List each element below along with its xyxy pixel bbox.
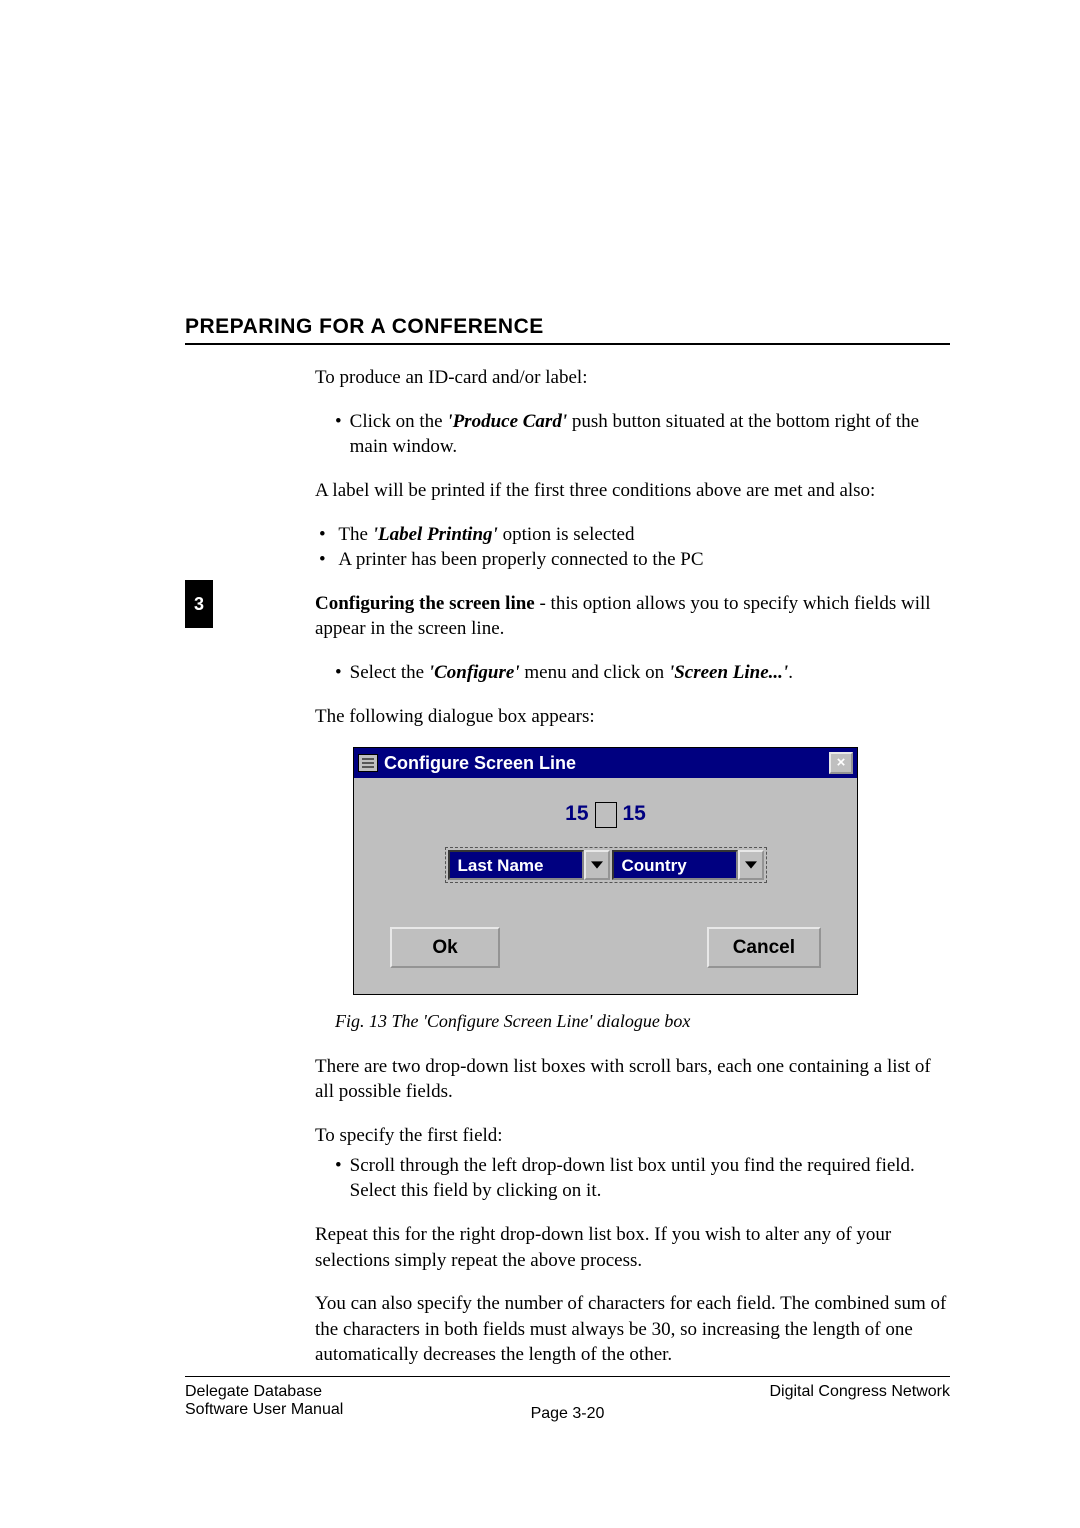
paragraph: The following dialogue box appears: [315,704,950,730]
body-column: To produce an ID-card and/or label: • Cl… [315,365,950,1368]
system-menu-icon[interactable] [358,754,378,772]
footer-right: Digital Congress Network [769,1383,950,1419]
chevron-down-icon[interactable] [738,850,764,880]
field2-value: Country [612,850,738,880]
chapter-tab: 3 [185,580,213,628]
list-item: • The 'Label Printing' option is selecte… [315,522,950,548]
dialog-titlebar: Configure Screen Line × [354,748,857,778]
figure: Configure Screen Line × 15 15 Last Name [353,747,863,995]
bullet-marker: • [335,1153,342,1204]
ok-button[interactable]: Ok [390,927,500,969]
combo-row: Last Name Country [445,847,767,883]
dialog-window: Configure Screen Line × 15 15 Last Name [353,747,858,995]
field1-dropdown[interactable]: Last Name [448,850,610,880]
bullet-marker: • [319,522,326,548]
paragraph: You can also specify the number of chara… [315,1291,950,1368]
page-footer: Delegate Database Software User Manual P… [185,1376,950,1419]
bullet-text: Select the 'Configure' menu and click on… [350,660,793,686]
paragraph: A label will be printed if the first thr… [315,478,950,504]
char-count-left: 15 [565,800,588,828]
bullet-item: • Select the 'Configure' menu and click … [315,660,950,686]
footer-left: Delegate Database Software User Manual [185,1383,343,1419]
dialog-button-row: Ok Cancel [384,927,827,969]
bullet-text: Scroll through the left drop-down list b… [350,1153,950,1204]
bullet-marker: • [319,547,326,573]
paragraph: Repeat this for the right drop-down list… [315,1222,950,1273]
bullet-marker: • [335,409,342,460]
dialog-title: Configure Screen Line [384,751,823,775]
bullet-item: • Scroll through the left drop-down list… [315,1153,950,1204]
char-count-right: 15 [623,800,646,828]
divider-box [595,802,617,828]
paragraph: There are two drop-down list boxes with … [315,1054,950,1105]
list-text: The 'Label Printing' option is selected [334,522,635,548]
char-count-row: 15 15 [384,800,827,828]
footer-doc-subtitle: Software User Manual [185,1401,343,1419]
bullet-item: • Click on the 'Produce Card' push butto… [315,409,950,460]
cancel-button[interactable]: Cancel [707,927,821,969]
bullet-text: Click on the 'Produce Card' push button … [350,409,950,460]
footer-page-number: Page 3-20 [531,1405,605,1423]
bullet-list: • The 'Label Printing' option is selecte… [315,522,950,573]
bullet-marker: • [335,660,342,686]
paragraph: To produce an ID-card and/or label: [315,365,950,391]
inline-heading: Configuring the screen line [315,593,535,614]
figure-caption: Fig. 13 The 'Configure Screen Line' dial… [335,1009,950,1033]
paragraph: To specify the first field: [315,1123,950,1149]
dialog-body: 15 15 Last Name Country [354,778,857,994]
field2-dropdown[interactable]: Country [612,850,764,880]
list-item: • A printer has been properly connected … [315,547,950,573]
footer-doc-title: Delegate Database [185,1383,343,1401]
section-heading: PREPARING FOR A CONFERENCE [185,315,950,345]
list-text: A printer has been properly connected to… [334,547,704,573]
paragraph: Configuring the screen line - this optio… [315,591,950,642]
close-button[interactable]: × [829,752,853,774]
field1-value: Last Name [448,850,584,880]
chevron-down-icon[interactable] [584,850,610,880]
page-content: PREPARING FOR A CONFERENCE 3 To produce … [185,315,950,1386]
